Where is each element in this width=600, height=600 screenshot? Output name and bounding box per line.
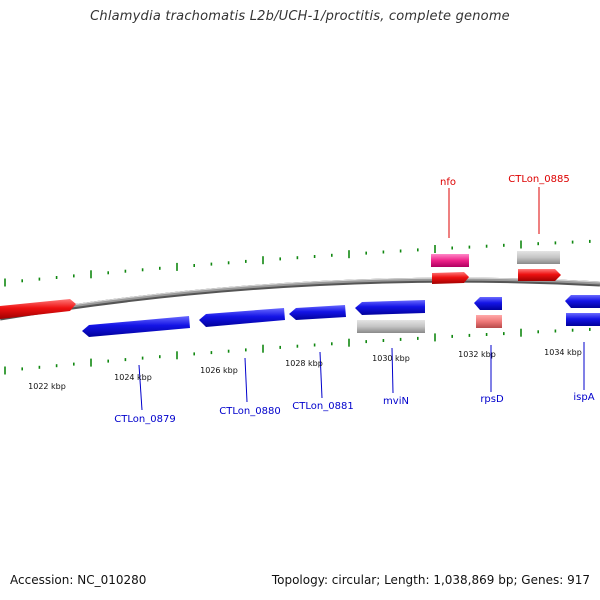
gene-label-ctlon-0885[interactable]: CTLon_0885 bbox=[508, 174, 569, 185]
scale-label: 1030 kbp bbox=[372, 354, 410, 363]
genome-backbone bbox=[0, 277, 600, 321]
gene-arrow-nfo[interactable] bbox=[432, 272, 469, 284]
gene-arrow-red[interactable] bbox=[0, 299, 76, 319]
scale-label: 1024 kbp bbox=[114, 373, 152, 382]
scale-label: 1026 kbp bbox=[200, 366, 238, 375]
feature-pink[interactable] bbox=[431, 254, 469, 267]
gene-arrow-ctlon-0885[interactable] bbox=[518, 269, 561, 281]
gene-arrow-rpsd[interactable] bbox=[474, 297, 502, 310]
feature-gray-top[interactable] bbox=[517, 251, 560, 264]
gene-arrow-ctlon-0880[interactable] bbox=[199, 308, 285, 327]
label-leader-lines bbox=[138, 187, 585, 411]
accession-label: Accession: NC_010280 bbox=[10, 573, 147, 587]
scale-label: 1022 kbp bbox=[28, 382, 66, 391]
outer-tick-ring bbox=[4, 239, 591, 287]
topology-label: Topology: circular; Length: 1,038,869 bp… bbox=[271, 573, 590, 587]
gene-arrow-ctlon-0881[interactable] bbox=[289, 305, 346, 320]
feature-salmon[interactable] bbox=[476, 315, 502, 328]
scale-label: 1034 kbp bbox=[544, 348, 582, 357]
gene-label-ctlon-0881[interactable]: CTLon_0881 bbox=[292, 401, 353, 412]
gene-label-mvin[interactable]: mviN bbox=[383, 396, 409, 407]
gene-label-ispa[interactable]: ispA bbox=[573, 392, 594, 403]
gene-arrow-ispa[interactable] bbox=[565, 295, 600, 308]
gene-label-ctlon-0880[interactable]: CTLon_0880 bbox=[219, 406, 280, 417]
gene-arrow-mvin[interactable] bbox=[355, 300, 425, 315]
feature-gray-bottom[interactable] bbox=[357, 320, 425, 333]
scale-label: 1028 kbp bbox=[285, 359, 323, 368]
gene-label-ctlon-0879[interactable]: CTLon_0879 bbox=[114, 414, 175, 425]
gene-label-nfo[interactable]: nfo bbox=[440, 177, 456, 188]
inner-tick-ring bbox=[4, 327, 591, 375]
gene-arrow-ctlon-0879[interactable] bbox=[82, 316, 190, 337]
gene-label-rpsd[interactable]: rpsD bbox=[480, 394, 504, 405]
gene-box-blue[interactable] bbox=[566, 313, 600, 326]
page-title: Chlamydia trachomatis L2b/UCH-1/proctiti… bbox=[90, 9, 510, 24]
scale-label: 1032 kbp bbox=[458, 350, 496, 359]
